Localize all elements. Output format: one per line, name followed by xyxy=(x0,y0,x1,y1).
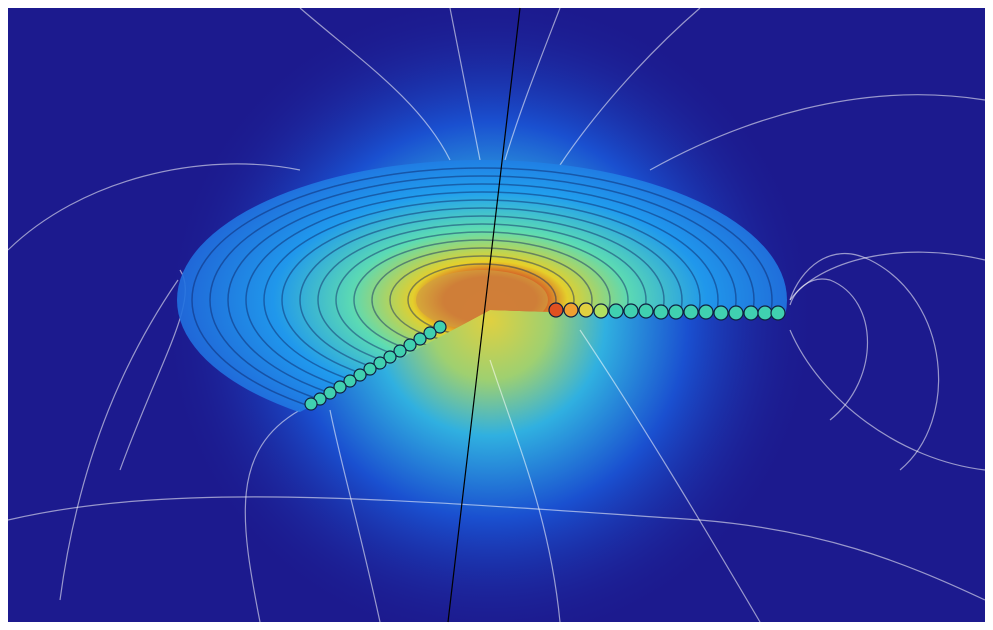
field-glow xyxy=(8,8,985,622)
field-plot xyxy=(0,0,993,630)
